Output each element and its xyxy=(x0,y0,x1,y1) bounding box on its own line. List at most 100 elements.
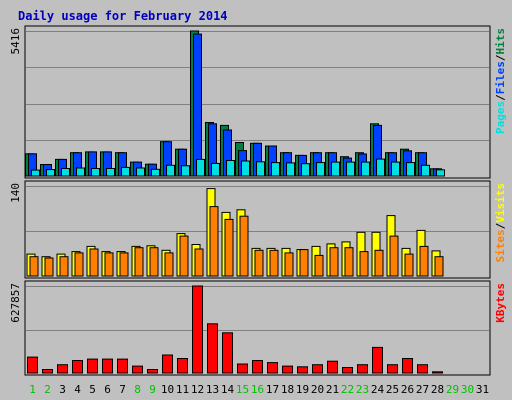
bar-sites-day-12 xyxy=(194,248,204,277)
x-tick-label: 15 xyxy=(236,383,249,396)
bar-pages-day-4 xyxy=(76,167,85,177)
x-tick-label: 14 xyxy=(221,383,235,396)
bar-kbytes-day-13 xyxy=(207,323,218,374)
bar-kbytes-day-11 xyxy=(177,358,188,374)
bar-kbytes-day-1 xyxy=(27,356,38,374)
panel-2: 140 Sites/Visits xyxy=(9,180,507,279)
bar-kbytes-day-10 xyxy=(162,354,173,374)
x-tick-label: 9 xyxy=(149,383,156,396)
bar-sites-day-1 xyxy=(29,256,39,277)
legend-entry: / xyxy=(494,94,507,101)
bar-kbytes-day-3 xyxy=(57,364,68,374)
bar-sites-day-6 xyxy=(104,252,114,277)
bar-sites-day-20 xyxy=(314,254,324,277)
bar-pages-day-19 xyxy=(301,163,310,177)
x-tick-label: 27 xyxy=(416,383,429,396)
bar-sites-day-24 xyxy=(374,249,384,277)
bar-kbytes-day-4 xyxy=(72,360,83,374)
bar-pages-day-25 xyxy=(391,161,400,177)
x-tick-label: 29 xyxy=(446,383,459,396)
x-tick-label: 31 xyxy=(476,383,489,396)
bar-pages-day-10 xyxy=(166,164,175,177)
x-tick-label: 6 xyxy=(104,383,111,396)
x-tick-label: 22 xyxy=(341,383,354,396)
bar-kbytes-day-21 xyxy=(327,360,338,374)
legend-entry: / xyxy=(494,54,507,61)
bar-pages-day-11 xyxy=(181,165,190,177)
x-tick-label: 5 xyxy=(89,383,96,396)
legend: KBytes xyxy=(494,283,507,323)
bar-pages-day-23 xyxy=(361,161,370,177)
legend: Sites/Visits xyxy=(494,183,507,263)
bar-sites-day-16 xyxy=(254,249,264,277)
bar-kbytes-day-22 xyxy=(342,367,353,374)
x-tick-label: 16 xyxy=(251,383,264,396)
x-tick-label: 1 xyxy=(29,383,36,396)
bar-sites-day-26 xyxy=(404,253,414,277)
bar-pages-day-5 xyxy=(91,168,100,177)
bar-pages-day-13 xyxy=(211,162,220,177)
x-tick-label: 21 xyxy=(326,383,339,396)
bar-sites-day-15 xyxy=(239,215,249,277)
x-tick-label: 2 xyxy=(44,383,51,396)
x-tick-label: 8 xyxy=(134,383,141,396)
bar-pages-day-7 xyxy=(121,166,130,177)
bar-sites-day-4 xyxy=(74,252,84,277)
bar-pages-day-14 xyxy=(226,160,235,177)
legend-entry: Hits xyxy=(494,28,507,55)
legend-entry: KBytes xyxy=(494,283,507,323)
x-tick-label: 7 xyxy=(119,383,126,396)
bar-sites-day-27 xyxy=(419,245,429,277)
bar-sites-day-22 xyxy=(344,247,354,277)
bar-sites-day-21 xyxy=(329,247,339,277)
bar-kbytes-day-5 xyxy=(87,358,98,374)
bar-pages-day-2 xyxy=(46,169,55,177)
bar-pages-day-3 xyxy=(61,168,70,177)
bar-sites-day-18 xyxy=(284,252,294,277)
x-axis-tick-labels: 1 2 3 4 5 6 7 8 9 10 11 12 13 14 15 16 17 18 19 20 21 22 23 24 2… xyxy=(29,383,489,396)
legend: Pages/Files/Hits xyxy=(494,28,507,134)
panel-3: 627857 KBytes xyxy=(9,280,507,376)
bar-sites-day-9 xyxy=(149,247,159,277)
chart-title: Daily usage for February 2014 xyxy=(18,9,228,23)
x-tick-label: 28 xyxy=(431,383,444,396)
x-tick-label: 19 xyxy=(296,383,309,396)
bar-sites-day-13 xyxy=(209,206,219,277)
x-tick-label: 30 xyxy=(461,383,474,396)
bar-pages-day-27 xyxy=(421,164,430,177)
bar-pages-day-18 xyxy=(286,162,295,177)
legend-entry: Sites xyxy=(494,229,507,262)
legend-entry: Files xyxy=(494,61,507,94)
legend-entry: / xyxy=(494,222,507,229)
bar-kbytes-day-27 xyxy=(417,364,428,374)
bar-sites-day-25 xyxy=(389,235,399,277)
x-tick-label: 23 xyxy=(356,383,369,396)
x-tick-label: 17 xyxy=(266,383,279,396)
bar-kbytes-day-20 xyxy=(312,364,323,374)
bar-sites-day-7 xyxy=(119,252,129,277)
bar-pages-day-22 xyxy=(346,161,355,177)
bar-kbytes-day-23 xyxy=(357,364,368,374)
x-tick-label: 10 xyxy=(161,383,174,396)
bar-pages-day-26 xyxy=(406,162,415,177)
bar-pages-day-1 xyxy=(31,169,40,177)
x-tick-label: 20 xyxy=(311,383,324,396)
x-tick-label: 3 xyxy=(59,383,66,396)
bar-pages-day-16 xyxy=(256,161,265,177)
x-tick-label: 11 xyxy=(176,383,189,396)
bar-kbytes-day-17 xyxy=(267,362,278,374)
y-max-label: 140 xyxy=(9,183,22,203)
bar-kbytes-day-19 xyxy=(297,366,308,374)
x-tick-label: 24 xyxy=(371,383,385,396)
bar-pages-day-28 xyxy=(436,169,445,177)
bar-sites-day-10 xyxy=(164,252,174,277)
bar-kbytes-day-2 xyxy=(42,369,53,374)
bar-sites-day-14 xyxy=(224,218,234,277)
bar-sites-day-28 xyxy=(434,256,444,277)
bar-kbytes-day-28 xyxy=(432,371,443,374)
chart-panels: 5416Pages/Files/Hits140Sites/Visits62785… xyxy=(9,25,507,376)
bar-pages-day-21 xyxy=(331,161,340,177)
bar-sites-day-5 xyxy=(89,248,99,277)
bar-kbytes-day-6 xyxy=(102,358,113,374)
